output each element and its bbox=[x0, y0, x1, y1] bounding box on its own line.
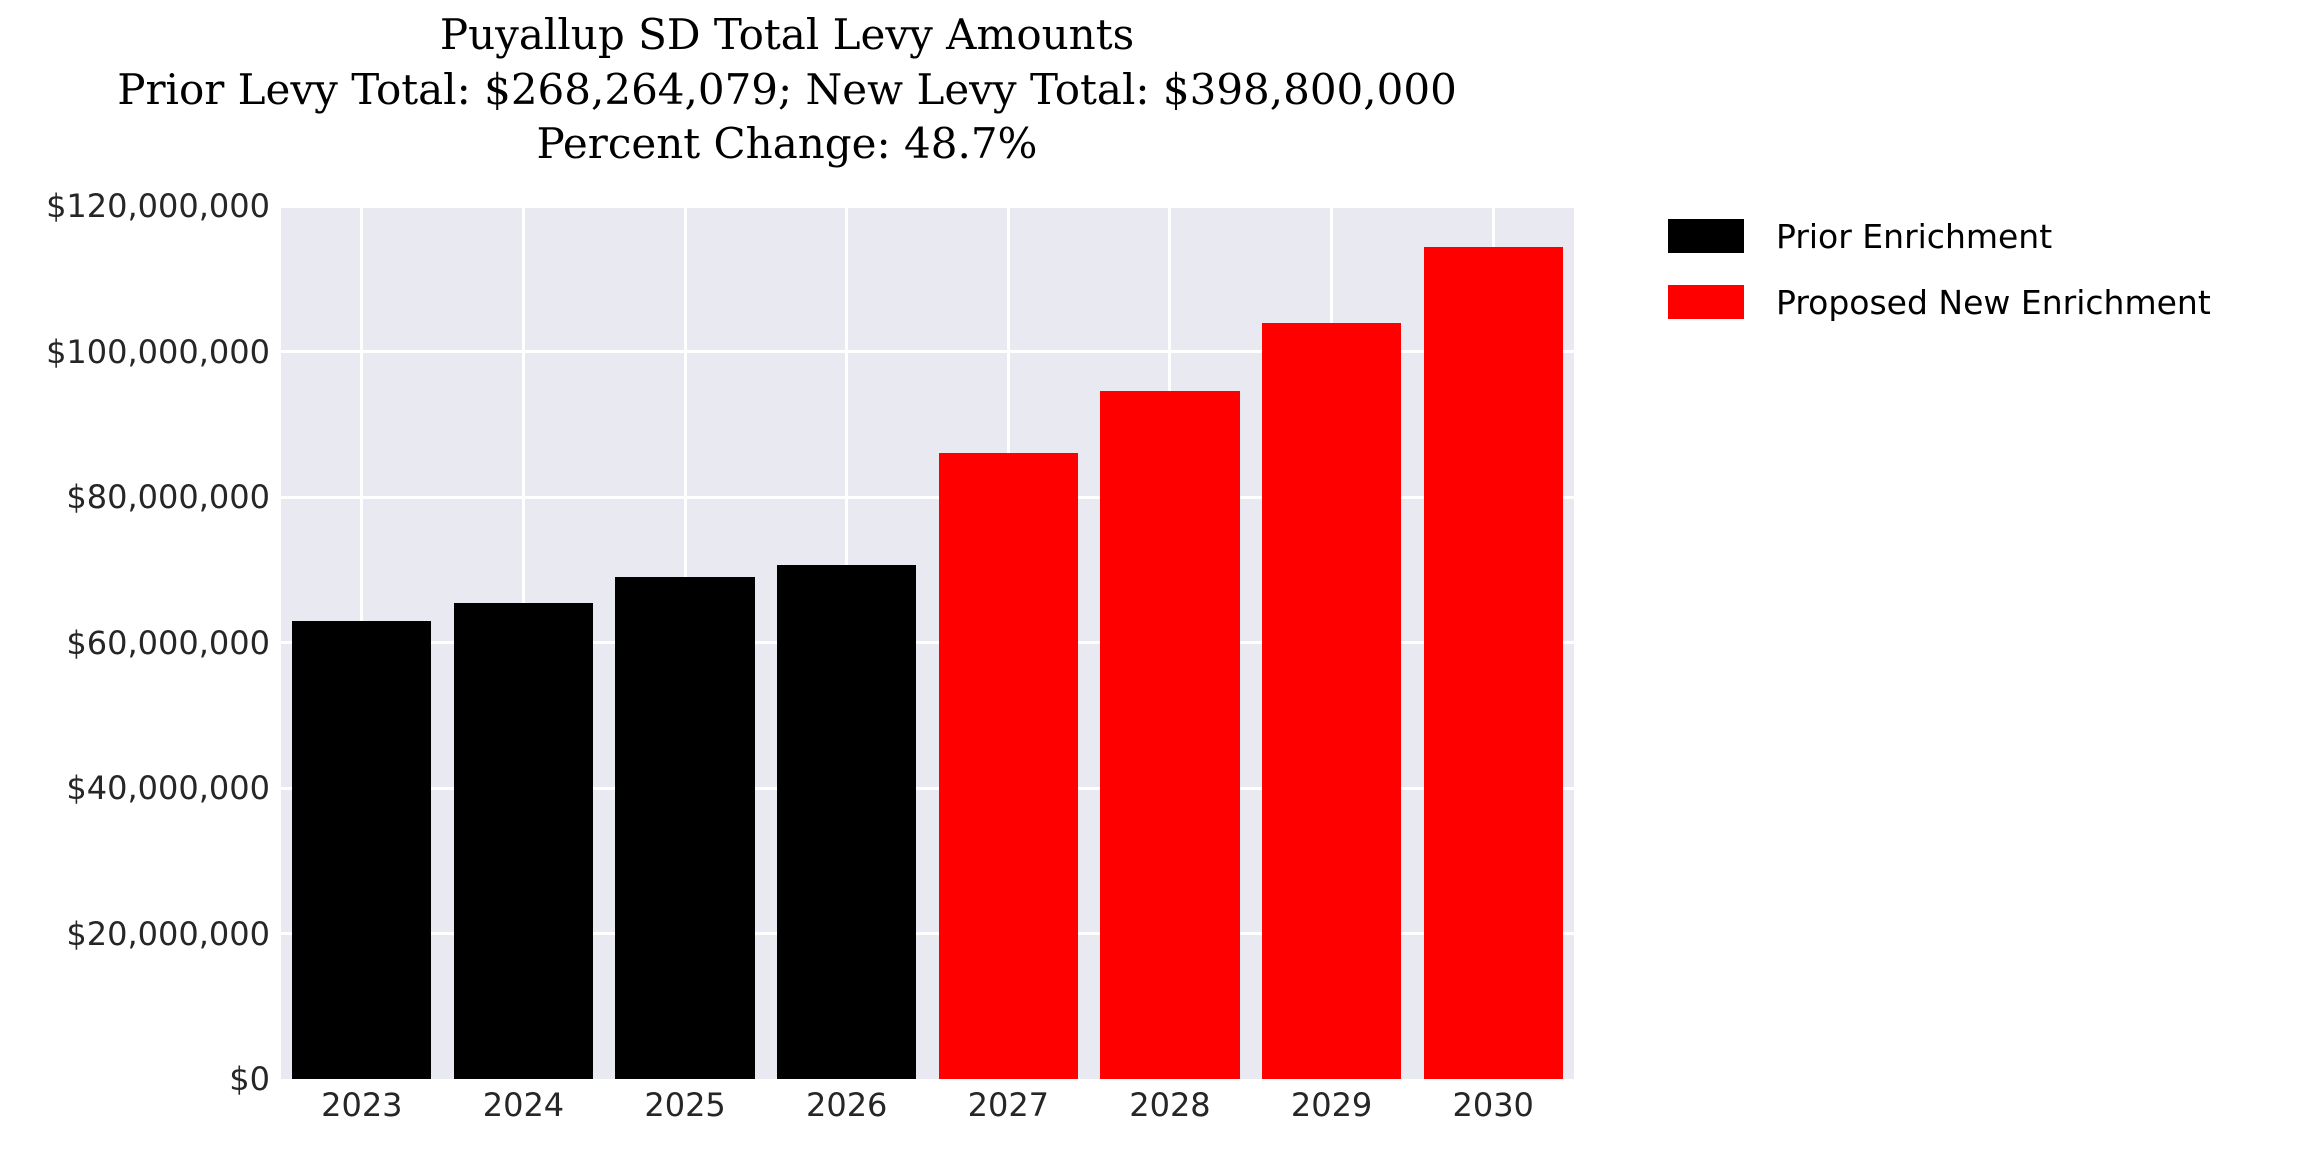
x-tick-label: 2025 bbox=[644, 1086, 726, 1124]
legend-label: Proposed New Enrichment bbox=[1776, 282, 2211, 322]
chart-legend: Prior Enrichment Proposed New Enrichment bbox=[1668, 208, 2288, 340]
bar-2025[interactable] bbox=[615, 577, 755, 1079]
bar-2023[interactable] bbox=[292, 620, 432, 1079]
bar-2030[interactable] bbox=[1423, 246, 1563, 1079]
bar-2029[interactable] bbox=[1261, 323, 1402, 1079]
bar-2024[interactable] bbox=[453, 603, 594, 1079]
x-tick-label: 2027 bbox=[967, 1086, 1050, 1124]
y-tick-label: $20,000,000 bbox=[66, 914, 270, 953]
plot-area bbox=[281, 204, 1574, 1079]
y-tick-label: $80,000,000 bbox=[66, 478, 270, 516]
y-tick-label: $100,000,000 bbox=[46, 332, 270, 371]
gridline-horizontal bbox=[281, 495, 1574, 499]
x-tick-label: 2028 bbox=[1129, 1086, 1211, 1124]
y-axis-tick-labels: $0 $20,000,000 $40,000,000 $60,000,000 $80,0… bbox=[0, 0, 270, 1152]
bar-2028[interactable] bbox=[1100, 390, 1240, 1079]
gridline-horizontal bbox=[281, 350, 1574, 353]
legend-label: Prior Enrichment bbox=[1776, 216, 2053, 256]
x-tick-label: 2023 bbox=[321, 1086, 403, 1124]
x-tick-label: 2029 bbox=[1290, 1086, 1373, 1124]
y-tick-label: $0 bbox=[229, 1060, 270, 1098]
gridline-horizontal bbox=[281, 641, 1574, 644]
gridline-horizontal bbox=[281, 786, 1574, 790]
legend-swatch-icon bbox=[1668, 285, 1744, 319]
legend-swatch-icon bbox=[1668, 219, 1744, 253]
legend-item[interactable]: Proposed New Enrichment bbox=[1668, 274, 2288, 330]
bar-2026[interactable] bbox=[777, 564, 917, 1079]
y-tick-label: $120,000,000 bbox=[46, 187, 270, 225]
bar-series bbox=[281, 206, 1574, 1079]
x-tick-label: 2026 bbox=[805, 1086, 888, 1124]
x-tick-label: 2030 bbox=[1452, 1086, 1534, 1124]
gridline-horizontal bbox=[281, 204, 1574, 208]
bar-2027[interactable] bbox=[938, 453, 1078, 1079]
y-tick-label: $40,000,000 bbox=[66, 769, 270, 807]
x-tick-label: 2024 bbox=[482, 1086, 565, 1124]
gridline-horizontal bbox=[281, 932, 1574, 935]
legend-item[interactable]: Prior Enrichment bbox=[1668, 208, 2288, 264]
y-tick-label: $60,000,000 bbox=[66, 623, 270, 662]
x-axis-tick-labels: 2023 2024 2025 2026 2027 2028 2029 2030 bbox=[281, 1086, 1574, 1136]
